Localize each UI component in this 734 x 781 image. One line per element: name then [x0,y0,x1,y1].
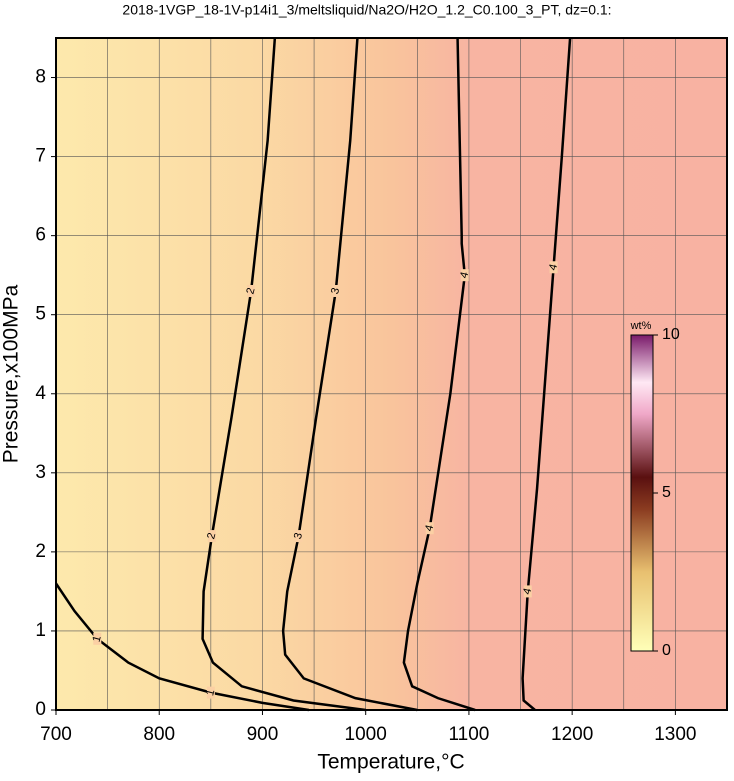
y-tick-label: 8 [35,67,46,88]
y-tick-label: 6 [35,225,46,246]
colorbar-tick-label: 10 [662,326,680,343]
plot-background [56,38,727,710]
contour-label: 4 [458,271,471,280]
y-tick-label: 3 [35,462,46,483]
chart-title: 2018-1VGP_18-1V-p14i1_3/meltsliquid/Na2O… [122,2,611,18]
contour-label: 4 [521,587,534,596]
contour-label-bg [207,530,216,543]
x-tick-label: 1300 [654,724,696,745]
y-tick-label: 5 [35,304,46,325]
contour-label-bg [331,284,340,297]
contour-line [521,37,572,711]
contour-label-bg [523,585,532,598]
colorbar-tick-label: 0 [662,642,671,659]
y-axis-label: Pressure,x100MPa [0,284,23,463]
x-tick-label: 1200 [551,724,593,745]
contour-line [402,37,476,712]
contour-label: 1 [204,688,217,697]
contour-line [54,582,310,712]
colorbar-tick-label: 5 [662,484,671,501]
contour-line [281,37,418,712]
x-tick-label: 1000 [345,724,387,745]
y-tick-label: 7 [35,146,46,167]
colorbar [630,334,654,652]
contour-label: 3 [329,286,342,295]
contour-label-bg [549,261,558,274]
contour-label: 4 [547,263,560,272]
contour-label-bg [460,269,469,282]
x-axis-label: Temperature,°C [317,751,464,774]
contour-label-bg [93,632,102,645]
y-tick-label: 4 [35,383,46,404]
contour-label-bg [294,530,303,543]
x-tick-label: 800 [143,724,175,745]
colorbar-label: wt% [630,320,652,332]
contour-label-bg [425,522,434,535]
contour-label: 4 [423,524,436,533]
contour-label-bg [247,284,256,297]
y-tick-label: 0 [35,699,46,720]
contour-label-bg [206,686,215,699]
contour-label: 1 [91,634,104,643]
y-tick-label: 1 [35,620,46,641]
x-tick-label: 700 [40,724,72,745]
contour-label: 2 [205,532,218,541]
x-tick-label: 900 [247,724,279,745]
contour-label: 2 [244,286,257,295]
plot-frame [55,37,728,711]
x-tick-label: 1100 [448,724,489,745]
y-tick-label: 2 [35,541,46,562]
contour-line [201,37,366,712]
contour-label: 3 [292,532,305,541]
